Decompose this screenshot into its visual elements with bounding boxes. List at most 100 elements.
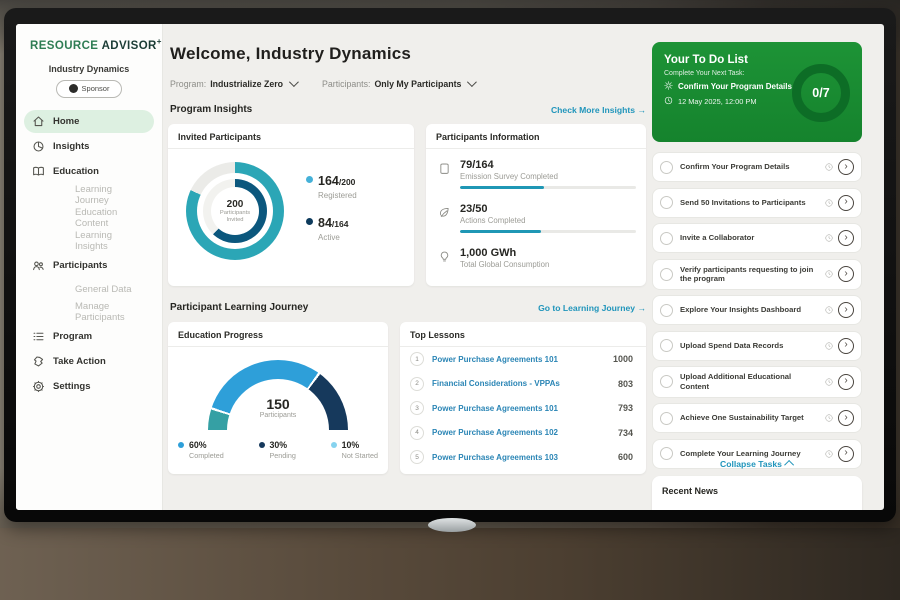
organization-name: Industry Dynamics: [48, 63, 130, 74]
page-title: Welcome, Industry Dynamics: [170, 44, 412, 63]
sidebar-item[interactable]: Learning Journey: [24, 184, 154, 207]
chevron-right-icon[interactable]: [838, 159, 854, 175]
todo-panel: Your To Do List Complete Your Next Task:…: [652, 24, 862, 510]
task-row[interactable]: Invite a Collaborator: [652, 223, 862, 253]
sidebar-item[interactable]: Settings: [24, 375, 154, 398]
sidebar: RESOURCE ADVISOR+ Industry Dynamics Spon…: [16, 24, 163, 510]
learning-journey-title: Participant Learning Journey: [170, 302, 309, 313]
sidebar-item-label: Learning Journey: [75, 184, 112, 207]
task-checkbox[interactable]: [660, 303, 673, 317]
top-lessons-card: Top Lessons 1 Power Purchase Agreements …: [400, 322, 646, 474]
task-checkbox[interactable]: [660, 447, 673, 460]
legend-item: 30% Pending: [258, 440, 296, 460]
sidebar-item[interactable]: General Data: [24, 279, 154, 300]
task-checkbox[interactable]: [660, 375, 673, 389]
sidebar-item[interactable]: Learning Insights: [24, 230, 154, 252]
sidebar-item[interactable]: Home: [24, 109, 154, 133]
chevron-right-icon[interactable]: [838, 194, 854, 211]
sidebar-item-icon: [32, 380, 45, 393]
lesson-views-count: 1000: [612, 354, 633, 365]
sidebar-item[interactable]: Insights: [24, 135, 154, 158]
participants-information-card: Participants Information 79/164 Emission…: [426, 124, 646, 286]
chevron-right-icon[interactable]: [838, 337, 854, 354]
participants-filter[interactable]: Participants: Only My Participants: [322, 77, 478, 89]
task-checkbox[interactable]: [660, 267, 673, 281]
lesson-title-link[interactable]: Power Purchase Agreements 101: [432, 403, 558, 413]
lesson-title-link[interactable]: Power Purchase Agreements 101: [432, 354, 558, 364]
collapse-tasks-link[interactable]: Collapse Tasks: [652, 459, 862, 470]
program-filter[interactable]: Program: Industrialize Zero: [170, 77, 299, 89]
sidebar-item[interactable]: Manage Participants: [24, 301, 154, 323]
lesson-title-link[interactable]: Financial Considerations - VPPAs: [432, 379, 560, 389]
sidebar-item[interactable]: Program: [24, 325, 154, 348]
stat-value: 1,000 GWh: [460, 247, 517, 259]
chevron-down-icon: [288, 77, 299, 88]
chevron-right-icon[interactable]: [838, 410, 854, 426]
chevron-right-icon[interactable]: [838, 373, 854, 390]
sidebar-item[interactable]: Education: [24, 160, 154, 183]
lesson-views-count: 734: [617, 427, 633, 438]
lesson-views-count: 803: [617, 378, 633, 389]
education-progress-gauge-chart: [208, 360, 348, 432]
sidebar-item[interactable]: Participants: [24, 254, 154, 277]
check-more-insights-link[interactable]: Check More Insights →: [550, 104, 646, 115]
donut-center-label: Participants Invited: [219, 209, 251, 223]
sidebar-item-icon: [32, 165, 45, 178]
stat-label: Actions Completed: [460, 216, 526, 225]
sidebar-item-label: Participants: [53, 259, 108, 271]
task-row[interactable]: Complete Your Learning Journey: [652, 438, 862, 469]
legend-dot: [306, 218, 313, 225]
donut-center-value: 200: [226, 198, 244, 210]
sponsor-badge: Sponsor: [56, 79, 122, 98]
chevron-right-icon[interactable]: [838, 302, 854, 319]
todo-title: Your To Do List: [664, 54, 748, 66]
lesson-rank: 3: [410, 401, 424, 416]
task-checkbox[interactable]: [660, 231, 673, 245]
chevron-right-icon[interactable]: [838, 266, 854, 283]
task-row[interactable]: Verify participants requesting to join t…: [652, 258, 862, 290]
stat-row: 23/50 Actions Completed: [438, 203, 636, 237]
task-row[interactable]: Explore Your Insights Dashboard: [652, 295, 862, 326]
task-label: Upload Additional Educational Content: [680, 372, 792, 391]
go-to-learning-journey-link[interactable]: Go to Learning Journey →: [538, 302, 646, 313]
legend-item: 84/164 Active: [306, 214, 357, 242]
logo-primary: RESOURCE: [30, 39, 99, 52]
arrow-right-icon: →: [637, 302, 646, 313]
legend-item: 60% Completed: [178, 440, 224, 460]
sidebar-item[interactable]: Education Content: [24, 207, 154, 229]
gear-icon: [664, 81, 673, 92]
chevron-right-icon[interactable]: [838, 445, 854, 462]
chevron-right-icon[interactable]: [838, 230, 854, 246]
lesson-title-link[interactable]: Power Purchase Agreements 103: [432, 452, 558, 462]
task-row[interactable]: Achieve One Sustainability Target: [652, 403, 862, 433]
recent-news-card: Recent News: [652, 476, 862, 510]
clock-icon: [664, 96, 673, 107]
desk-surface: [0, 528, 900, 600]
participants-filter-label: Participants:: [322, 79, 371, 89]
top-lessons-title: Top Lessons: [400, 322, 646, 347]
task-checkbox[interactable]: [660, 411, 673, 425]
lesson-views-count: 793: [617, 403, 633, 414]
legend-dot: [330, 442, 337, 448]
stat-value: 23/50: [460, 203, 488, 215]
chevron-down-icon: [467, 77, 478, 88]
task-row[interactable]: Confirm Your Program Details: [652, 152, 862, 182]
clock-icon: [825, 229, 833, 247]
task-checkbox[interactable]: [660, 196, 673, 209]
task-row[interactable]: Upload Additional Educational Content: [652, 366, 862, 398]
task-checkbox[interactable]: [660, 339, 673, 353]
sidebar-item[interactable]: Take Action: [24, 350, 154, 373]
task-row[interactable]: Upload Spend Data Records: [652, 330, 862, 361]
donut-legend: 164/200 Registered 84/164 Active: [306, 172, 357, 256]
lesson-row: 3 Power Purchase Agreements 101 793: [400, 396, 646, 421]
task-row[interactable]: Send 50 Invitations to Participants: [652, 187, 862, 218]
clock-icon: [825, 158, 833, 176]
lesson-title-link[interactable]: Power Purchase Agreements 102: [432, 428, 558, 438]
todo-summary-card: Your To Do List Complete Your Next Task:…: [652, 42, 862, 142]
lesson-rank: 4: [410, 425, 424, 440]
lesson-row: 1 Power Purchase Agreements 101 1000: [400, 347, 646, 372]
task-checkbox[interactable]: [660, 160, 673, 174]
donut-inner-ring: 200 Participants Invited: [203, 179, 267, 243]
todo-progress-ring: 0/7: [792, 64, 850, 122]
program-filter-value: Industrialize Zero: [210, 79, 284, 89]
